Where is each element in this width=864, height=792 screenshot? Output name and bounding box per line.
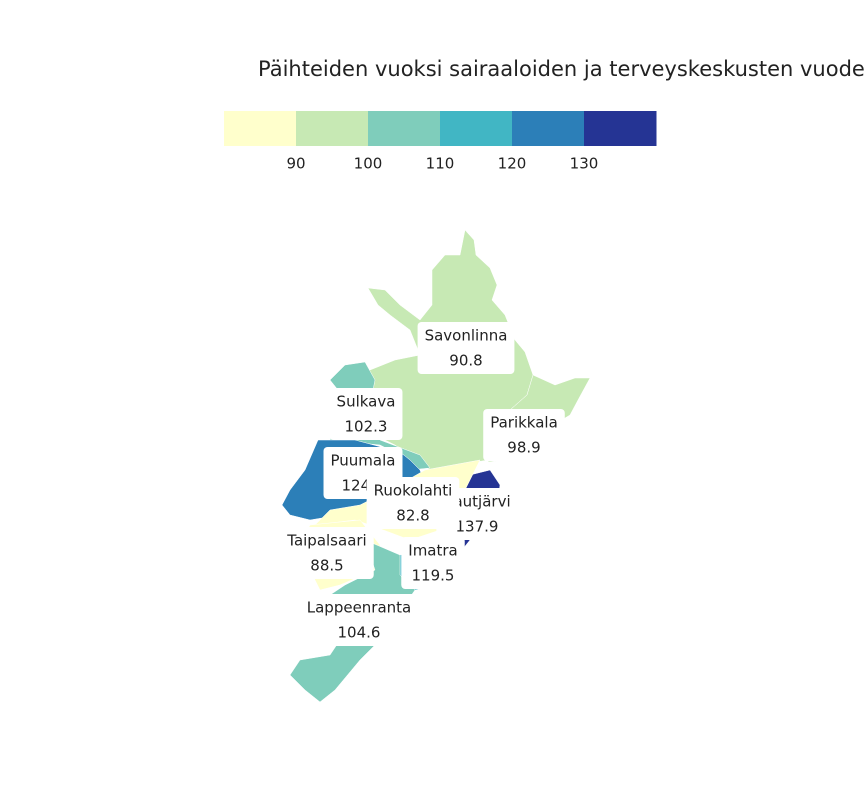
region-label: Lappeenranta 104.6 bbox=[299, 594, 419, 646]
region-label: Imatra 119.5 bbox=[401, 537, 465, 589]
region-value: 104.6 bbox=[338, 624, 381, 642]
region-value: 98.9 bbox=[507, 439, 540, 457]
region-label: Sulkava 102.3 bbox=[329, 388, 403, 440]
region-name: Savonlinna bbox=[425, 327, 508, 345]
legend-swatch bbox=[224, 111, 297, 146]
region-label: Savonlinna 90.8 bbox=[417, 322, 515, 374]
legend-swatch bbox=[512, 111, 585, 146]
region-name: Imatra bbox=[408, 542, 457, 560]
legend-tick-label: 130 bbox=[570, 155, 599, 173]
region-value: 82.8 bbox=[396, 507, 429, 525]
region-name: Puumala bbox=[331, 452, 396, 470]
region-name: Taipalsaari bbox=[286, 532, 366, 550]
region-name: Parikkala bbox=[490, 414, 558, 432]
legend-swatch bbox=[584, 111, 657, 146]
region-name: Sulkava bbox=[337, 393, 396, 411]
map-title: Päihteiden vuoksi sairaaloiden ja tervey… bbox=[258, 57, 864, 81]
region-value: 137.9 bbox=[456, 518, 499, 536]
region-value: 88.5 bbox=[310, 557, 343, 575]
region-name: Ruokolahti bbox=[374, 482, 453, 500]
region-label: Taipalsaari 88.5 bbox=[280, 527, 374, 579]
region-label: Parikkala 98.9 bbox=[483, 409, 565, 461]
legend-tick-label: 110 bbox=[426, 155, 455, 173]
legend-tick-label: 100 bbox=[354, 155, 383, 173]
label-box bbox=[329, 388, 403, 440]
region-value: 119.5 bbox=[412, 567, 455, 585]
region-value: 102.3 bbox=[345, 418, 388, 436]
region-name: Lappeenranta bbox=[307, 599, 412, 617]
legend: 90 100 110 120 130 bbox=[224, 111, 657, 173]
label-box bbox=[483, 409, 565, 461]
legend-tick-label: 90 bbox=[286, 155, 305, 173]
legend-swatch bbox=[296, 111, 369, 146]
region-value: 90.8 bbox=[449, 352, 482, 370]
legend-swatch bbox=[368, 111, 441, 146]
label-box bbox=[417, 322, 515, 374]
label-box bbox=[299, 594, 419, 646]
label-box bbox=[366, 477, 460, 529]
region-label: Ruokolahti 82.8 bbox=[366, 477, 460, 529]
legend-tick-label: 120 bbox=[498, 155, 527, 173]
region-name: Rautjärvi bbox=[443, 493, 510, 511]
legend-swatch bbox=[440, 111, 513, 146]
label-box bbox=[280, 527, 374, 579]
label-box bbox=[401, 537, 465, 589]
